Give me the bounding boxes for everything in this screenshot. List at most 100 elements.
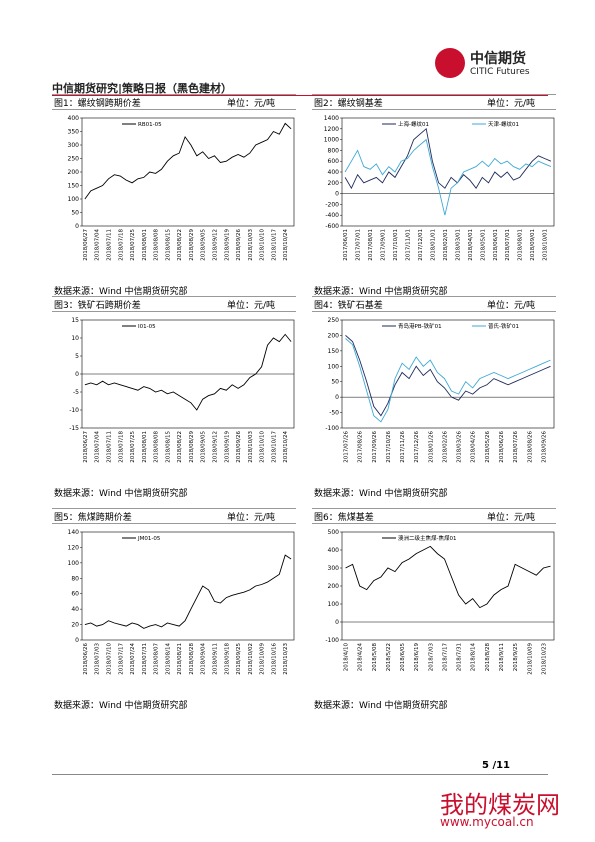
chart-caption-bar [312,94,556,110]
y-tick-label: 400 [328,547,340,554]
x-tick-label: 2018/10/03 [248,431,254,463]
y-tick-label: -10 [69,407,79,414]
chart-caption-bar [312,296,556,312]
y-tick-label: 0 [335,191,339,198]
x-tick-label: 2018/10/23 [283,643,289,675]
chart: -100 -50 0 50 100 150 200 250 2017/07/26 2017/08/… [325,317,555,463]
y-tick-label: 10 [71,335,79,342]
x-tick-label: 2018/08/22 [177,431,183,463]
x-tick-label: 2018/09/01 [530,229,536,261]
series-line [345,338,551,423]
x-tick-label: 2018/08/08 [154,229,160,261]
x-tick-label: 2018/07/26 [513,431,519,463]
plot-frame [81,531,295,641]
x-tick-label: 2017/06/01 [343,229,349,261]
x-tick-label: 2018/7/03 [428,643,434,672]
y-tick-label: 140 [68,529,80,536]
x-tick-label: 2018/04/01 [468,229,474,261]
x-tick-label: 2018/08/29 [189,229,195,261]
y-tick-label: 400 [328,169,340,176]
x-tick-label: 2018/07/25 [130,229,136,261]
x-tick-label: 2018/10/09 [527,643,533,675]
x-tick-label: 2018/07/01 [505,229,511,261]
y-tick-label: -400 [325,212,339,219]
y-tick-label: 50 [331,379,339,386]
x-tick-label: 2018/09/12 [213,431,219,463]
logo-mark [435,48,465,78]
y-tick-label: 600 [328,158,340,165]
y-tick-label: 150 [68,183,80,190]
x-tick-label: 2018/06/26 [499,431,505,463]
x-tick-label: 2018/7/17 [442,643,448,672]
x-tick-label: 2017/10/26 [386,431,392,463]
chart-title: 图3：铁矿石跨期价差 [54,301,141,311]
chart-unit: 单位：元/吨 [227,513,276,523]
x-tick-label: 2018/01/26 [428,431,434,463]
y-tick-label: 500 [328,529,340,536]
x-tick-label: 2017/12/26 [414,431,420,463]
x-tick-label: 2018/07/11 [107,229,113,261]
y-tick-label: 20 [71,622,79,629]
x-tick-label: 2017/07/01 [356,229,362,261]
x-tick-label: 2018/09/12 [213,229,219,261]
series-line [84,122,292,200]
y-tick-label: 300 [68,142,80,149]
x-tick-label: 2018/04/26 [471,431,477,463]
x-tick-label: 2018/08/08 [154,431,160,463]
x-tick-label: 2018/07/24 [130,643,136,675]
chart-source: 数据来源：Wind 中信期货研究部 [54,489,188,499]
x-tick-label: 2017/09/01 [381,229,387,261]
x-tick-label: 2018/09/05 [201,229,207,261]
chart-source: 数据来源：Wind 中信期货研究部 [54,701,188,711]
x-tick-label: 2018/09/18 [224,643,230,675]
y-tick-label: -50 [329,410,339,417]
chart-unit: 单位：元/吨 [487,99,536,109]
x-tick-label: 2018/08/15 [165,431,171,463]
y-tick-label: 5 [75,353,79,360]
x-tick-label: 2018/7/31 [457,643,463,671]
chart-title: 图5：焦煤跨期价差 [54,513,132,523]
x-tick-label: 2018/10/16 [271,643,277,675]
x-tick-label: 2018/03/01 [455,229,461,261]
plot-frame [341,319,555,429]
x-tick-label: 2018/09/26 [541,431,547,463]
legend-label: I01-05 [138,324,156,330]
x-tick-label: 2018/06/01 [493,229,499,261]
series-line [344,138,552,216]
x-tick-label: 2018/10/03 [248,229,254,261]
legend-label: JM01-05 [137,536,161,542]
chart-title: 图4：铁矿石基差 [314,301,383,311]
legend-label: RB01-05 [138,122,162,128]
chart-source: 数据来源：Wind 中信期货研究部 [314,287,448,297]
header-rule [52,95,548,96]
y-tick-label: 50 [71,210,79,217]
x-tick-label: 2018/08/14 [165,643,171,675]
x-tick-label: 2017/08/26 [358,431,364,463]
x-tick-label: 2018/10/01 [543,229,549,261]
y-tick-label: -200 [325,201,339,208]
watermark: 我的煤炭网 [440,791,560,819]
x-tick-label: 2018/07/17 [118,643,124,675]
x-tick-label: 2018/10/23 [541,643,547,675]
series-line [344,127,552,190]
y-tick-label: 200 [328,583,340,590]
x-tick-label: 2018/10/17 [271,431,277,463]
x-tick-label: 2018/10/17 [271,229,277,261]
watermark-url: www.mycoal.cn [440,815,534,829]
plot-frame [341,117,555,227]
x-tick-label: 2017/12/01 [418,229,424,261]
chart-unit: 单位：元/吨 [487,513,536,523]
chart-caption-bar [52,94,296,110]
x-tick-label: 2018/08/15 [165,229,171,261]
y-tick-label: 100 [68,560,80,567]
x-tick-label: 2018/10/24 [283,431,289,463]
x-tick-label: 2018/07/25 [130,431,136,463]
x-tick-label: 2018/01/01 [430,229,436,261]
x-tick-label: 2018/5/08 [372,643,378,672]
x-tick-label: 2017/11/26 [400,431,406,463]
x-tick-label: 2018/08/26 [527,431,533,463]
x-tick-label: 2018/5/22 [386,643,392,671]
y-tick-label: -100 [325,425,339,432]
x-tick-label: 2018/8/14 [471,643,477,672]
